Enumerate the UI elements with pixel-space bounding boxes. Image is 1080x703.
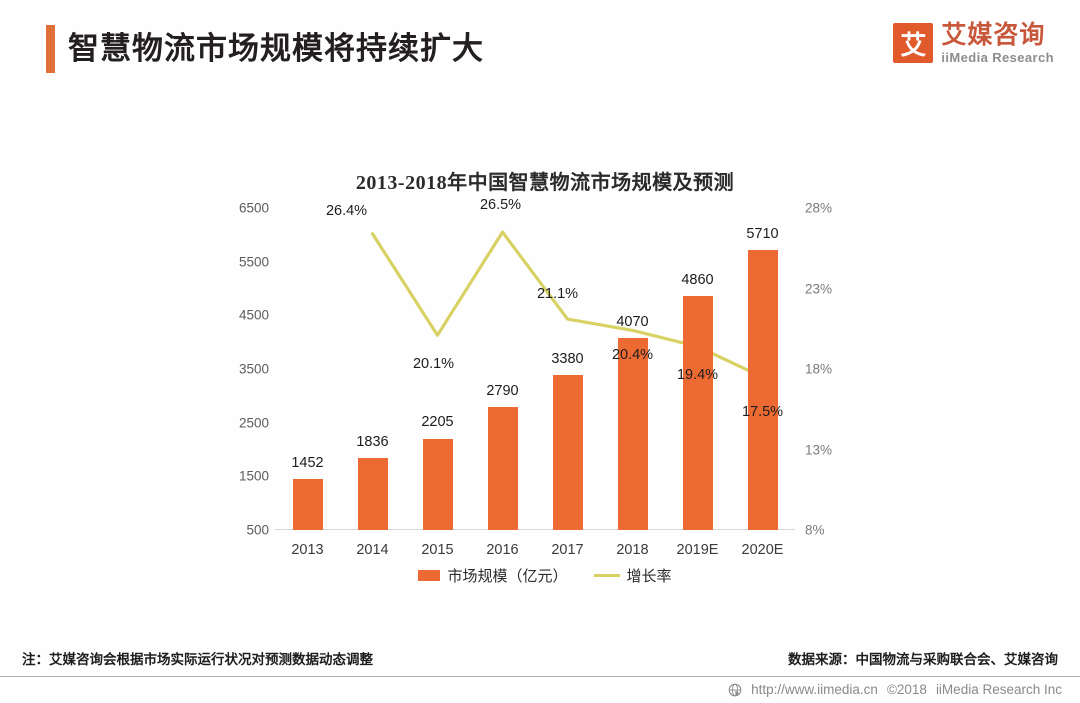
footer-source: 数据来源：中国物流与采购联合会、艾媒咨询 [788,652,1058,667]
logo-text: 艾媒咨询 iiMedia Research [941,22,1054,65]
x-axis-tick: 2019E [676,542,719,558]
growth-rate-label: 26.5% [479,197,522,214]
logo-chinese-name: 艾媒咨询 [941,21,1046,49]
y-axis-right-tick: 28% [805,200,833,216]
logo-mark-icon: 艾 [893,23,934,64]
growth-rate-label: 17.5% [741,404,784,421]
logo-english-name: iiMedia Research [941,50,1054,66]
bar-value-label: 1452 [291,454,324,471]
chart-container: 2013-2018年中国智慧物流市场规模及预测 6500 5500 4500 3500… [150,150,940,600]
bar-2015[interactable] [422,438,453,530]
bottom-bar: http://www.iimedia.cn ©2018 iiMedia Rese… [728,682,1062,697]
growth-rate-label: 26.4% [325,202,368,219]
company-name: iiMedia Research Inc [935,682,1062,697]
bar-value-label: 4860 [681,272,714,288]
title-accent-bar [46,25,55,73]
footer-note: 注：艾媒咨询会根据市场实际运行状况对预测数据动态调整 [22,652,373,667]
bar-value-label: 4070 [616,314,649,331]
bar-2019E[interactable] [682,296,713,530]
x-axis-tick: 2018 [616,542,649,558]
bar-2018[interactable] [617,338,648,530]
y-axis-left-tick: 3500 [238,361,269,377]
y-axis-right: 28% 23% 18% 13% 8% [805,201,855,538]
growth-rate-label: 20.4% [611,347,654,364]
y-axis-left-tick: 1500 [238,468,269,484]
legend-item-market-size: 市场规模（亿元） [418,565,568,586]
bar-value-label: 2790 [486,383,519,400]
y-axis-left-tick: 500 [246,522,269,538]
growth-rate-label: 20.1% [412,356,455,373]
site-url[interactable]: http://www.iimedia.cn [751,682,878,697]
legend-label-growth-rate: 增长率 [626,568,672,585]
x-axis-line [275,529,795,530]
legend-label-market-size: 市场规模（亿元） [447,568,568,585]
x-axis-tick: 2016 [486,542,519,558]
plot-area: 1452 2013 1836 2014 2205 2015 2790 2016 3380 2017… [275,197,795,558]
chart-legend: 市场规模（亿元） 增长率 [150,565,940,586]
y-axis-left-tick: 2500 [238,415,269,431]
bar-value-label: 2205 [421,414,454,431]
chart-title: 2013-2018年中国智慧物流市场规模及预测 [355,172,735,194]
x-axis-tick: 2020E [741,542,784,558]
bar-value-label: 3380 [551,351,584,368]
bar-2014[interactable] [357,458,388,530]
slide-header: 智慧物流市场规模将持续扩大 艾 艾媒咨询 iiMedia Research [0,0,1080,100]
legend-bar-swatch-icon [418,570,441,581]
x-axis-tick: 2017 [551,542,584,558]
bar-2020E[interactable] [747,250,778,530]
y-axis-right-tick: 23% [805,281,833,296]
y-axis-left: 6500 5500 4500 3500 2500 1500 500 [213,201,269,538]
legend-line-swatch-icon [593,574,620,577]
bar-value-label: 5710 [746,226,779,243]
y-axis-left-tick: 4500 [238,307,269,323]
x-axis-tick: 2015 [421,542,454,558]
page-title: 智慧物流市场规模将持续扩大 [68,31,484,66]
x-axis-tick: 2013 [291,542,324,558]
growth-rate-label: 19.4% [676,367,719,384]
bar-2017[interactable] [552,375,583,530]
brand-logo: 艾 艾媒咨询 iiMedia Research [893,22,1054,65]
legend-item-growth-rate: 增长率 [593,565,672,586]
bar-2013[interactable] [292,478,323,530]
bar-2016[interactable] [487,407,518,530]
y-axis-right-tick: 8% [805,522,825,538]
x-axis-tick: 2014 [356,542,389,558]
globe-icon [728,683,742,697]
copyright: ©2018 [886,682,927,697]
bottom-divider [0,676,1080,677]
y-axis-right-tick: 18% [805,361,833,377]
growth-rate-label: 21.1% [536,286,579,303]
bar-value-label: 1836 [356,434,389,451]
y-axis-left-tick: 6500 [238,200,269,216]
y-axis-left-tick: 5500 [238,254,269,270]
y-axis-right-tick: 13% [805,442,833,457]
